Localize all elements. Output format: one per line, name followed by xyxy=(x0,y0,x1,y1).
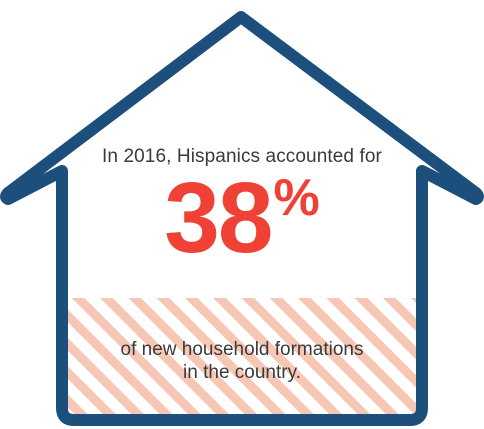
stat-percent-sign: % xyxy=(273,169,320,227)
intro-text: In 2016, Hispanics accounted for xyxy=(102,146,382,167)
stat-figure: 38% xyxy=(0,168,484,268)
outro-line-1: of new household formations xyxy=(120,339,364,360)
house-outline xyxy=(0,11,484,426)
striped-band xyxy=(67,298,417,418)
outro-line-2: in the country. xyxy=(183,362,301,383)
stat-number: 38 xyxy=(164,162,273,274)
